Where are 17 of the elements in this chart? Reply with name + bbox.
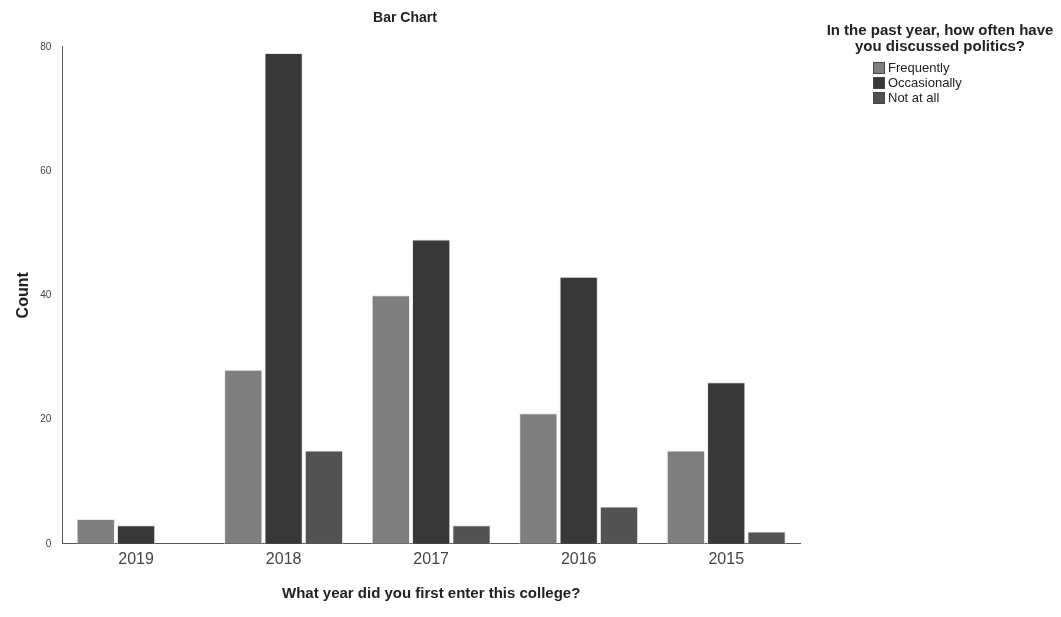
x-tick-label: 2019 (118, 549, 154, 567)
y-tick-label: 40 (40, 289, 52, 301)
legend-label: Not at all (888, 90, 940, 105)
x-tick-label: 2018 (265, 549, 302, 567)
chart-title: Bar Chart (373, 9, 438, 26)
y-tick-label: 60 (40, 164, 52, 176)
legend-title: In the past year, how often have you discussed politics? (825, 21, 1055, 54)
legend-label: Frequently (888, 60, 950, 75)
x-tick-label: 2017 (413, 549, 450, 567)
x-tick-label: 2016 (560, 549, 597, 567)
y-tick-label: 80 (40, 40, 52, 52)
y-tick-label: 0 (45, 537, 52, 549)
x-tick-label: 2015 (708, 549, 745, 567)
legend-label: Occasionally (888, 75, 962, 90)
y-axis-title: Count (14, 271, 32, 319)
y-tick-label: 20 (40, 413, 52, 425)
x-axis-title: What year did you first enter this college? (281, 584, 581, 602)
